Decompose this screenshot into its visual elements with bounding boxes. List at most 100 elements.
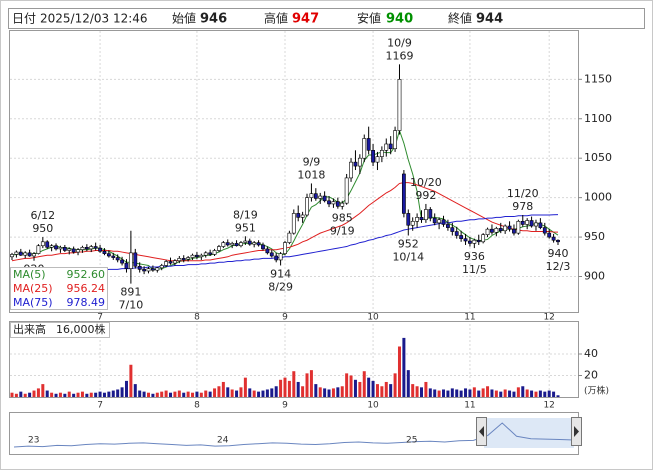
candle-body [32, 253, 36, 257]
candle-body [102, 250, 107, 254]
candle-body [49, 245, 54, 248]
volume-bar [406, 370, 410, 397]
y-tick-label: 900 [584, 270, 605, 283]
volume-bar [235, 390, 239, 397]
y-tick-label: 1100 [584, 112, 612, 125]
volume-bar [41, 384, 45, 397]
y-tick-label: 1150 [584, 72, 612, 85]
volume-bar [464, 388, 468, 397]
y-tick-label: 20 [584, 369, 598, 382]
candle-body [424, 209, 428, 221]
annotation-value: 1169 [385, 49, 413, 62]
volume-bar [204, 390, 208, 397]
volume-bar [331, 388, 335, 397]
annotation-date: 8/29 [268, 280, 293, 293]
volume-bar [58, 392, 62, 397]
candle-body [335, 201, 340, 207]
candle-body [115, 257, 120, 261]
y-tick-label: 1050 [584, 151, 612, 164]
volume-bar [512, 391, 516, 397]
volume-bar [191, 392, 195, 397]
handle-arrow [479, 426, 484, 437]
volume-bar [415, 386, 419, 397]
volume-bar [133, 384, 137, 397]
volume-bar [472, 387, 476, 397]
volume-bar [177, 390, 181, 397]
annotation-date: 12/3 [546, 260, 571, 273]
legend-value: 956.24 [67, 282, 106, 295]
open: 946 [200, 12, 227, 27]
volume-bar [358, 381, 362, 397]
volume-bar [147, 392, 150, 397]
volume-bar [98, 391, 102, 397]
annotation-value: 950 [32, 222, 53, 235]
date-label: 日付 [12, 12, 36, 26]
volume-bar [129, 364, 133, 397]
volume-bar [195, 391, 199, 397]
volume-bar [124, 380, 128, 397]
header-box [8, 8, 645, 29]
volume-bar [248, 388, 252, 397]
volume-bar [274, 386, 278, 397]
x-tick-label: 9 [282, 401, 288, 411]
candle-body [362, 138, 367, 159]
volume-bar [371, 380, 375, 397]
annotation-date: 10/20 [410, 176, 442, 189]
candle-body [36, 245, 41, 254]
volume-bar [111, 390, 115, 397]
candle-body [507, 225, 512, 230]
candle-body [84, 247, 89, 250]
candle-body [441, 219, 446, 225]
volume-bar [221, 381, 225, 397]
candle-body [353, 161, 358, 167]
candle-body [296, 213, 301, 218]
volume-bar [120, 387, 124, 397]
x-tick-label: 8 [194, 401, 200, 411]
volume-bar [50, 392, 54, 397]
candle-body [490, 228, 494, 233]
candle-body [366, 138, 371, 151]
volume-bar [102, 392, 106, 397]
annotation-value: 1018 [297, 168, 325, 181]
candle-body [168, 261, 173, 264]
x-tick-label: 11 [464, 313, 475, 323]
volume-bar [538, 390, 542, 397]
annotation-date: 9/19 [330, 224, 355, 237]
volume-bar [486, 386, 490, 397]
candle-body [446, 224, 450, 228]
candle-body [133, 252, 138, 267]
candle-body [221, 242, 226, 247]
volume-unit: (万株) [584, 385, 609, 397]
legend-name: MA(5) [13, 268, 46, 281]
volume-bar [226, 387, 230, 397]
candle-body [203, 252, 208, 256]
volume-bar [265, 389, 269, 397]
navigator-window[interactable] [484, 418, 574, 448]
volume-bar [230, 389, 234, 397]
candle-body [14, 251, 19, 255]
volume-bar [433, 389, 437, 397]
candle-body [529, 220, 534, 227]
volume-bar [160, 391, 164, 397]
volume-bar [261, 390, 265, 397]
volume-bar [28, 392, 32, 397]
candle-body [357, 157, 362, 167]
volume-bar [138, 390, 142, 397]
candle-body [384, 143, 389, 151]
candle-body [437, 219, 442, 224]
volume-bar [116, 389, 120, 397]
volume-bar [446, 390, 450, 397]
candle-body [208, 252, 213, 255]
candle-body [498, 228, 503, 232]
candle-body [388, 143, 393, 150]
candle-body [340, 202, 345, 207]
candle-body [379, 150, 384, 157]
candle-body [54, 245, 58, 250]
candle-body [111, 255, 116, 258]
navigator-label: 25 [406, 436, 417, 446]
candle-body [450, 227, 455, 232]
candle-body [494, 228, 499, 233]
candle-body [269, 252, 274, 257]
volume-bar [169, 392, 173, 397]
volume-bar [450, 388, 454, 397]
